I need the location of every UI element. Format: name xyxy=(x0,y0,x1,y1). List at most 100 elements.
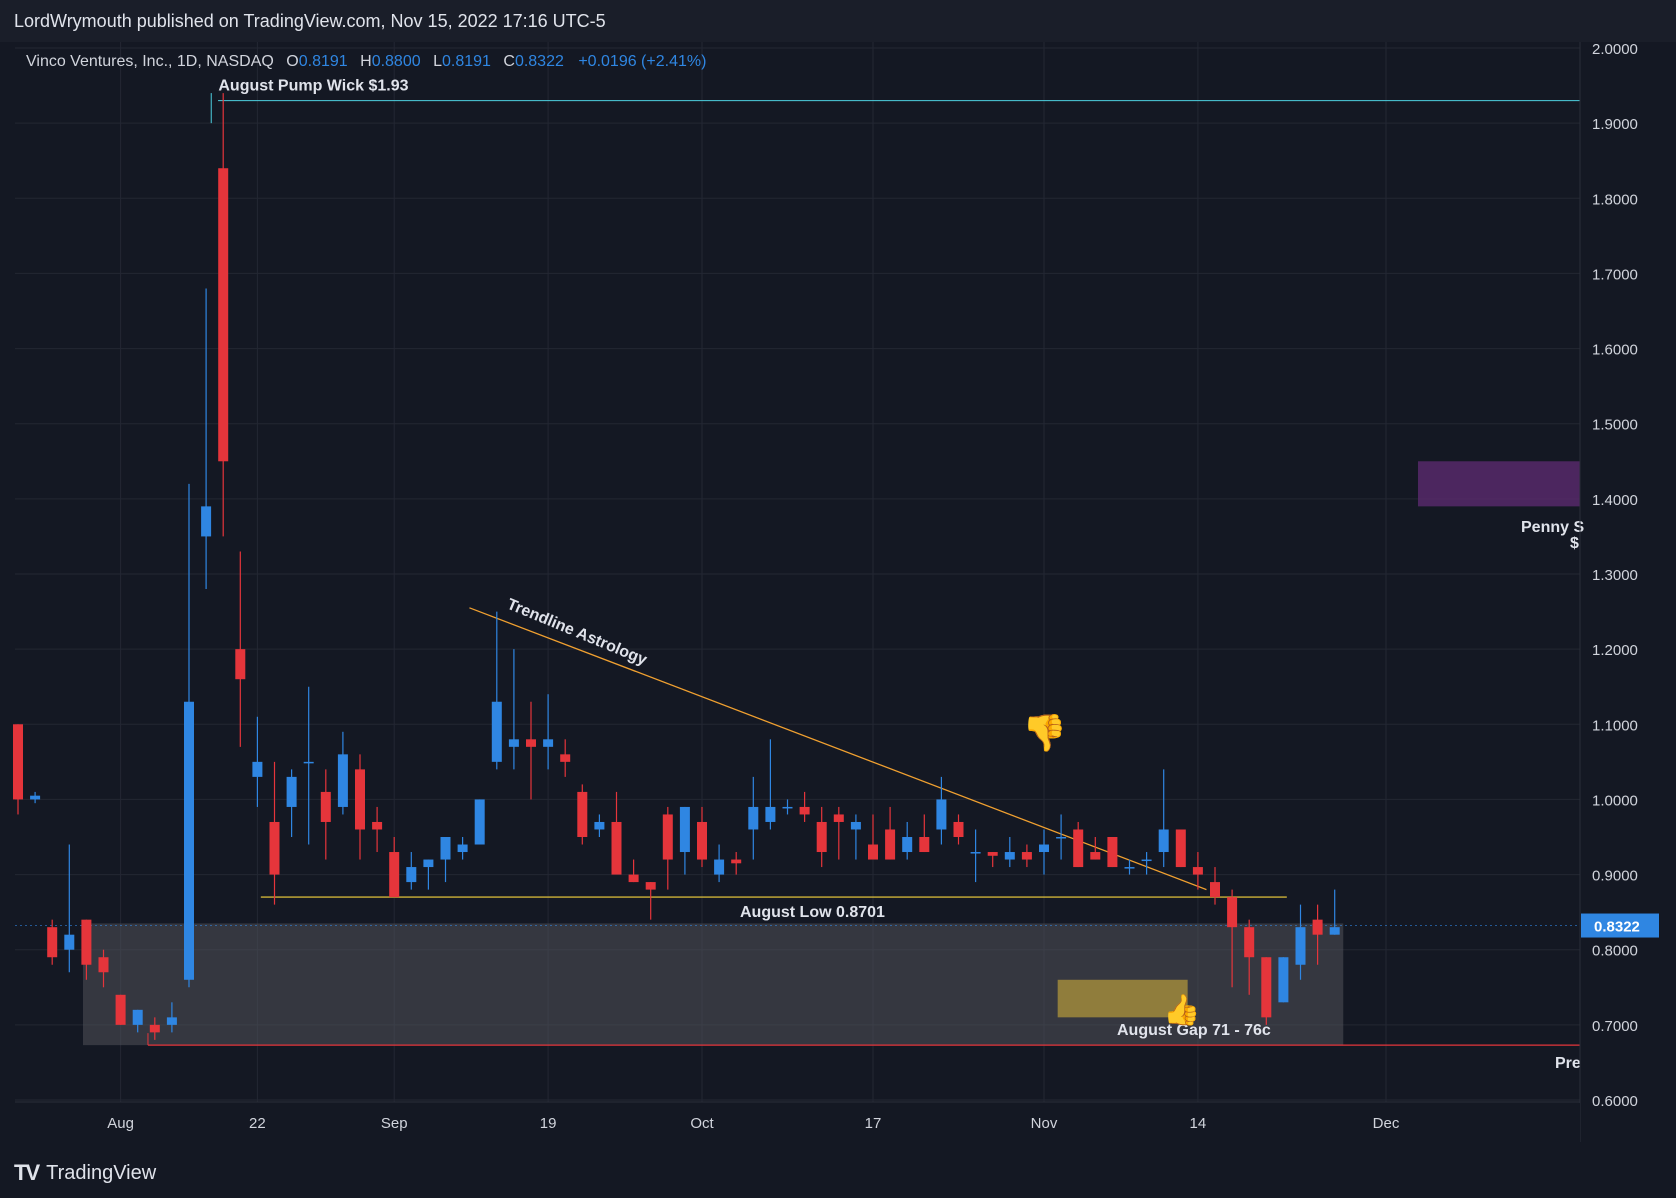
candle-body[interactable] xyxy=(731,859,742,864)
candle-body[interactable] xyxy=(526,739,536,747)
candle-body[interactable] xyxy=(201,506,212,537)
candle-body[interactable] xyxy=(423,859,434,868)
candle-body[interactable] xyxy=(303,761,314,764)
candle-body[interactable] xyxy=(81,919,92,965)
time-axis-tick: 22 xyxy=(249,1115,266,1132)
candle-body[interactable] xyxy=(406,867,417,883)
last-price-tag[interactable] xyxy=(1581,913,1659,938)
candle-body[interactable] xyxy=(697,821,707,860)
candle-body[interactable] xyxy=(1004,852,1015,860)
candle-body[interactable] xyxy=(885,829,896,860)
tradingview-logo-icon[interactable]: TV xyxy=(14,1160,40,1185)
candle-body[interactable] xyxy=(1090,852,1101,860)
candle-body[interactable] xyxy=(491,701,502,762)
candle-body[interactable] xyxy=(799,806,810,815)
candle-body[interactable] xyxy=(457,844,468,853)
candle-body[interactable] xyxy=(47,927,58,958)
candle-body[interactable] xyxy=(1124,867,1135,869)
candle-body[interactable] xyxy=(679,806,690,853)
candle-body[interactable] xyxy=(543,739,554,747)
candle-body[interactable] xyxy=(1021,852,1032,860)
price-axis-tick: 0.7000 xyxy=(1592,1018,1638,1035)
candle-body[interactable] xyxy=(765,806,776,822)
candle-body[interactable] xyxy=(714,859,725,875)
candle-body[interactable] xyxy=(184,701,194,980)
symbol-legend: Vinco Ventures, Inc., 1D, NASDAQ O0.8191… xyxy=(26,53,706,71)
candle-body[interactable] xyxy=(1192,867,1203,875)
candle-body[interactable] xyxy=(149,1024,160,1033)
candle-body[interactable] xyxy=(560,754,571,762)
candle-body[interactable] xyxy=(594,821,605,830)
candle-body[interactable] xyxy=(508,739,519,747)
thumbs-up-icon: 👍 xyxy=(1163,992,1200,1027)
time-axis-tick: Oct xyxy=(690,1115,714,1132)
publish-info: LordWrymouth published on TradingView.co… xyxy=(14,11,606,31)
candle-body[interactable] xyxy=(662,814,673,860)
candle-body[interactable] xyxy=(1210,882,1220,898)
candle-body[interactable] xyxy=(13,724,23,800)
brand-name[interactable]: TradingView xyxy=(46,1161,157,1184)
candle-body[interactable] xyxy=(252,761,263,777)
high-value: 0.8800 xyxy=(371,53,421,70)
high-label: H xyxy=(360,53,372,70)
candle-body[interactable] xyxy=(98,957,109,973)
candle-body[interactable] xyxy=(30,795,41,800)
trendline xyxy=(469,607,1207,891)
symbol-name[interactable]: Vinco Ventures, Inc., 1D, NASDAQ xyxy=(26,53,274,70)
candle-body[interactable] xyxy=(868,844,878,860)
candle-body[interactable] xyxy=(1278,957,1289,1003)
thumbs-down-icon: 👎 xyxy=(1022,712,1067,753)
candle-body[interactable] xyxy=(1141,859,1152,862)
candle-body[interactable] xyxy=(320,791,331,822)
price-axis-tick: 1.3000 xyxy=(1592,567,1638,584)
candle-body[interactable] xyxy=(902,837,913,853)
candle-body[interactable] xyxy=(132,1009,143,1025)
candle-body[interactable] xyxy=(1295,927,1306,965)
candle-body[interactable] xyxy=(355,769,365,830)
candle-body[interactable] xyxy=(64,934,75,950)
change-value: +0.0196 (+2.41%) xyxy=(578,53,707,70)
candle-body[interactable] xyxy=(1244,927,1255,958)
time-axis[interactable] xyxy=(15,1103,1580,1143)
candle-body[interactable] xyxy=(235,649,246,680)
low-value: 0.8191 xyxy=(441,53,491,70)
candle-body[interactable] xyxy=(748,806,759,830)
candle-body[interactable] xyxy=(782,806,793,809)
candle-body[interactable] xyxy=(987,852,998,856)
candle-body[interactable] xyxy=(577,791,588,837)
candle-body[interactable] xyxy=(474,799,485,845)
candle-body[interactable] xyxy=(286,776,297,807)
candle-body[interactable] xyxy=(1329,927,1340,935)
candle-body[interactable] xyxy=(1039,844,1049,853)
candle-body[interactable] xyxy=(1227,897,1238,928)
candle-body[interactable] xyxy=(1107,837,1118,868)
candle-body[interactable] xyxy=(440,837,451,860)
candle-body[interactable] xyxy=(816,821,827,853)
candle-body[interactable] xyxy=(953,821,964,837)
candle-body[interactable] xyxy=(166,1017,177,1025)
candle-body[interactable] xyxy=(372,821,383,830)
candle-body[interactable] xyxy=(1073,829,1084,868)
candle-body[interactable] xyxy=(833,814,844,822)
candle-body[interactable] xyxy=(1056,837,1067,839)
candle-body[interactable] xyxy=(1312,919,1323,935)
candle-body[interactable] xyxy=(645,882,656,890)
candle-body[interactable] xyxy=(936,799,947,830)
price-axis-tick: 1.9000 xyxy=(1592,116,1638,133)
candle-body[interactable] xyxy=(919,837,930,853)
candle-body[interactable] xyxy=(970,852,981,854)
candle-body[interactable] xyxy=(1261,957,1272,1018)
time-axis-tick: Dec xyxy=(1373,1115,1400,1132)
candle-body[interactable] xyxy=(628,874,639,883)
candle-body[interactable] xyxy=(389,852,400,898)
candle-body[interactable] xyxy=(218,168,229,462)
candle-body[interactable] xyxy=(1158,829,1169,853)
candle-body[interactable] xyxy=(850,821,861,830)
publish-header: LordWrymouth published on TradingView.co… xyxy=(0,0,1676,42)
candle-body[interactable] xyxy=(269,821,280,875)
candle-body[interactable] xyxy=(1175,829,1186,868)
candle-body[interactable] xyxy=(115,994,126,1025)
candle-body[interactable] xyxy=(337,754,348,807)
candle-body[interactable] xyxy=(611,821,622,875)
